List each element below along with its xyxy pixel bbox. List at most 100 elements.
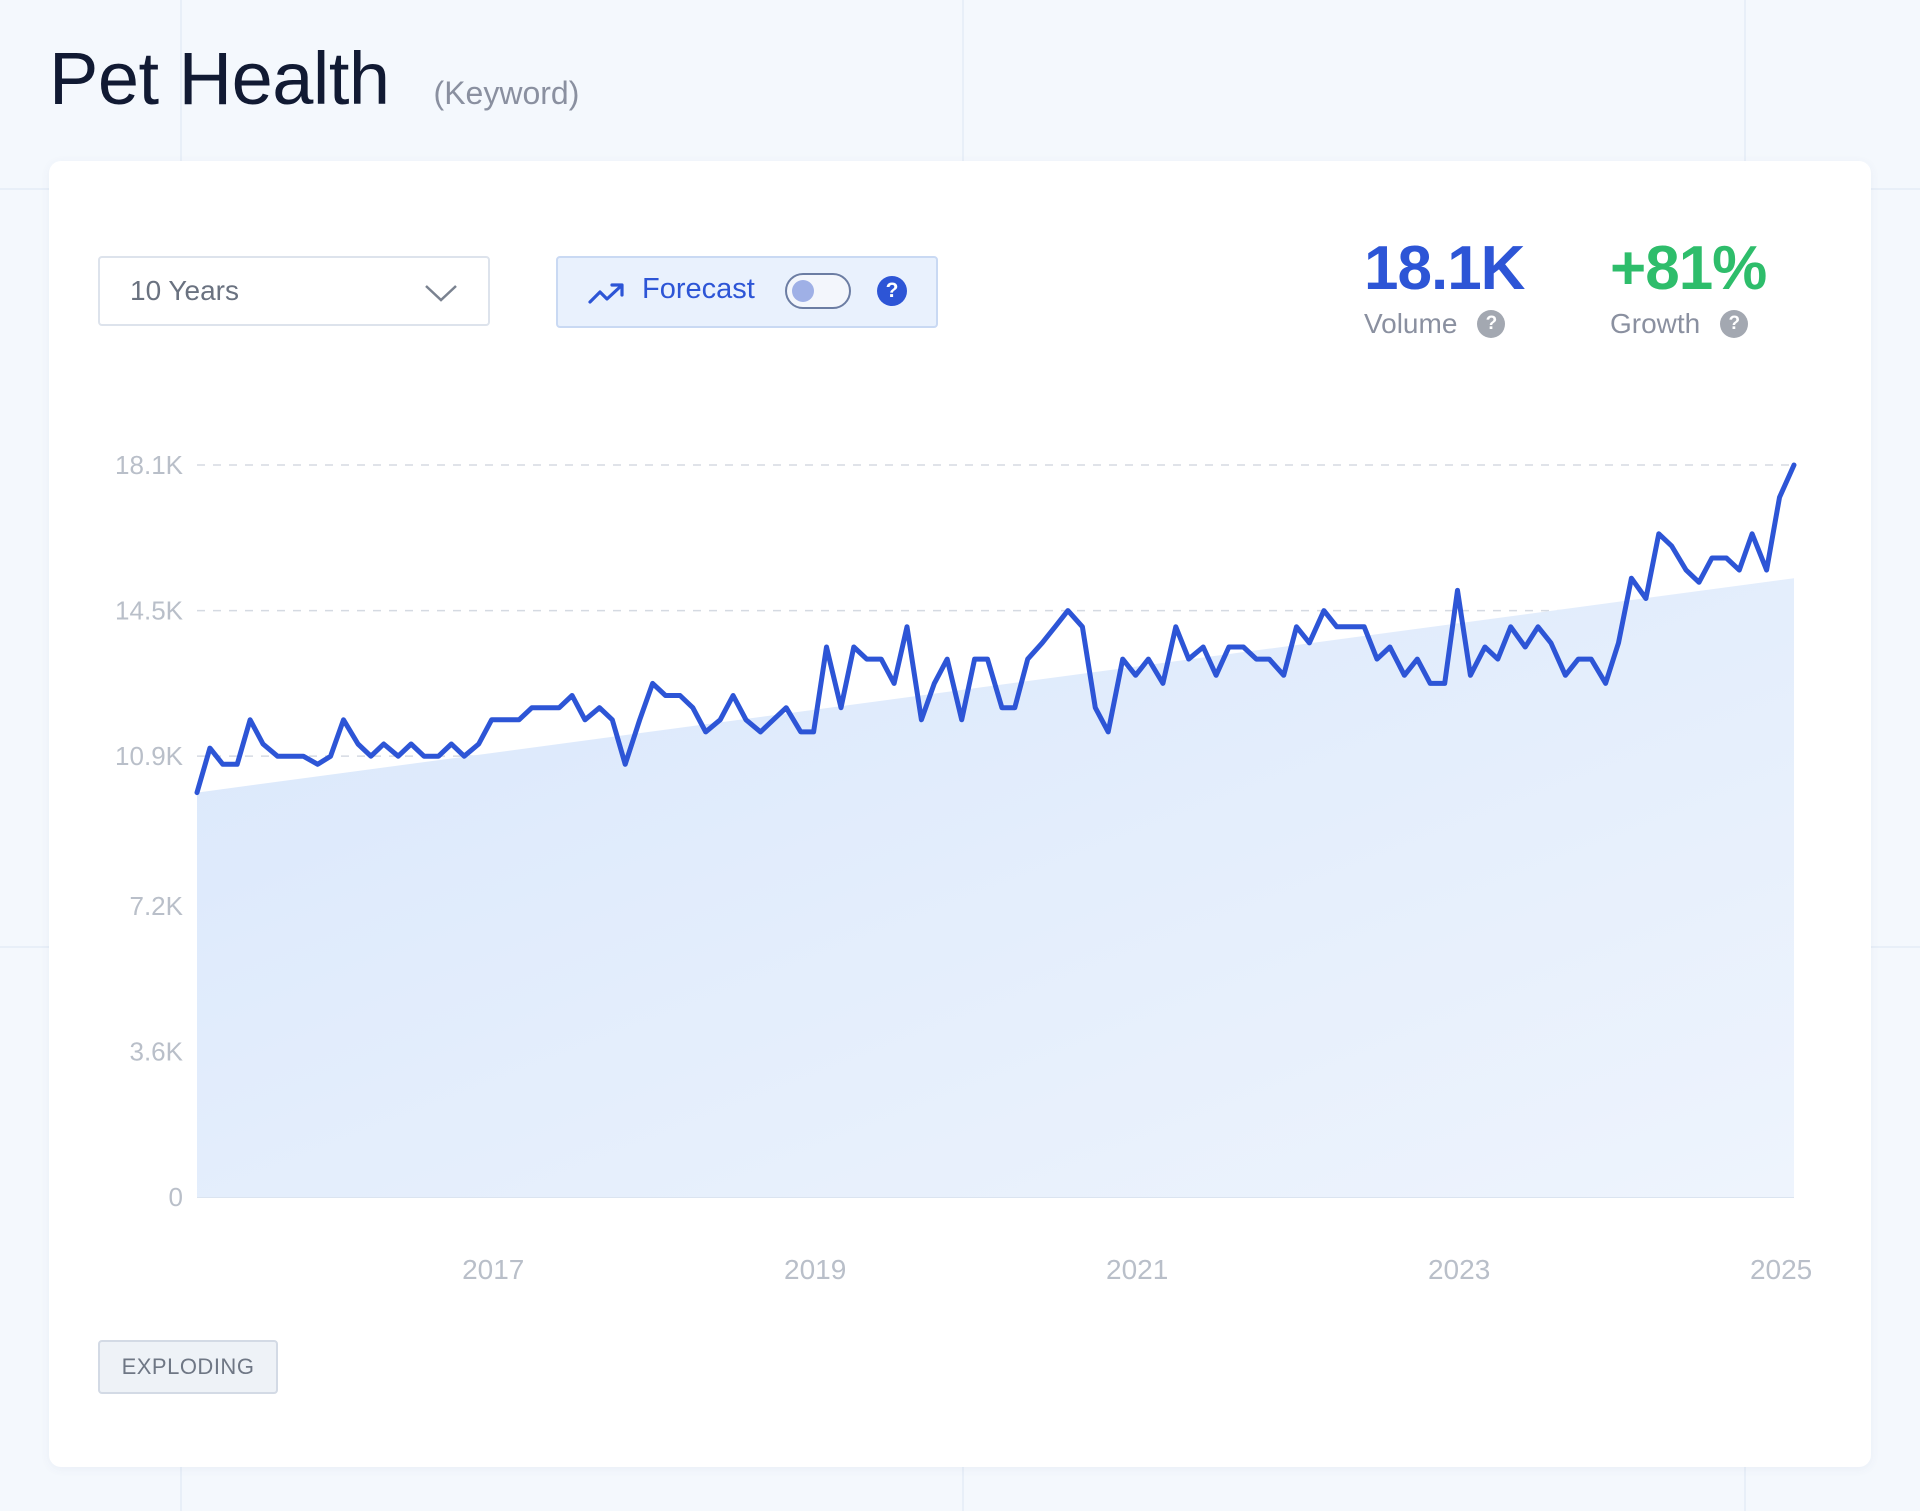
data-point xyxy=(1066,609,1070,613)
data-point xyxy=(825,645,829,649)
data-point xyxy=(731,694,735,698)
data-point xyxy=(1724,556,1728,560)
data-point xyxy=(1362,625,1366,629)
data-point xyxy=(1227,645,1231,649)
data-point xyxy=(1670,544,1674,548)
data-point xyxy=(316,762,320,766)
trend-area xyxy=(197,578,1794,1197)
data-point xyxy=(530,706,534,710)
x-tick-label: 2017 xyxy=(462,1254,524,1285)
data-point xyxy=(865,657,869,661)
forecast-control[interactable] xyxy=(556,256,938,328)
data-point xyxy=(1697,580,1701,584)
data-point xyxy=(557,706,561,710)
data-point xyxy=(1415,657,1419,661)
data-point xyxy=(477,742,481,746)
data-point xyxy=(1509,625,1513,629)
forecast-toggle[interactable] xyxy=(785,273,851,309)
data-point xyxy=(1214,673,1218,677)
y-tick-label: 0 xyxy=(169,1182,183,1212)
data-point xyxy=(1604,681,1608,685)
data-point xyxy=(678,694,682,698)
data-point xyxy=(799,730,803,734)
data-point xyxy=(1737,568,1741,572)
page-title: Pet Health xyxy=(49,37,390,120)
data-point xyxy=(1684,568,1688,572)
data-point xyxy=(1563,673,1567,677)
page-header: Pet Health (Keyword) xyxy=(49,36,579,126)
data-point xyxy=(1254,657,1258,661)
data-point xyxy=(449,742,453,746)
data-point xyxy=(195,791,199,795)
data-point xyxy=(276,754,280,758)
chevron-down-icon xyxy=(425,285,457,302)
data-point xyxy=(784,706,788,710)
page-subtitle: (Keyword) xyxy=(433,75,580,111)
y-tick-label: 3.6K xyxy=(130,1036,184,1066)
volume-stat: 18.1K Volume ? xyxy=(1364,233,1525,340)
data-point xyxy=(839,706,843,710)
data-point xyxy=(1106,730,1110,734)
volume-line xyxy=(194,462,1797,796)
status-badge: EXPLODING xyxy=(98,1340,278,1394)
x-tick-label: 2021 xyxy=(1106,1254,1168,1285)
data-point xyxy=(1026,657,1030,661)
data-point xyxy=(437,754,441,758)
data-point xyxy=(1576,657,1580,661)
data-point xyxy=(623,762,627,766)
growth-stat: +81% Growth ? xyxy=(1610,233,1767,340)
y-tick-label: 18.1K xyxy=(115,450,184,480)
data-point xyxy=(1174,625,1178,629)
data-point xyxy=(1523,645,1527,649)
data-point xyxy=(905,625,909,629)
data-point xyxy=(1456,588,1460,592)
data-point xyxy=(1053,625,1057,629)
data-point xyxy=(356,742,360,746)
data-point xyxy=(543,706,547,710)
volume-help-icon[interactable]: ? xyxy=(1477,310,1506,338)
data-point xyxy=(221,762,225,766)
volume-label: Volume xyxy=(1364,308,1458,339)
data-point xyxy=(1307,641,1311,645)
x-tick-label: 2025 xyxy=(1750,1254,1812,1285)
toggle-knob xyxy=(792,280,814,302)
data-point xyxy=(852,645,856,649)
time-range-value: 10 Years xyxy=(130,275,239,306)
data-point xyxy=(382,742,386,746)
data-point xyxy=(1402,673,1406,677)
trend-card: 10 Years Forecast ? 18.1K Volume ? +81% … xyxy=(49,161,1871,1467)
data-point xyxy=(1468,673,1472,677)
data-point xyxy=(960,718,964,722)
data-point xyxy=(1778,495,1782,499)
y-tick-label: 10.9K xyxy=(115,741,184,771)
data-point xyxy=(369,754,373,758)
data-point xyxy=(1241,645,1245,649)
data-point xyxy=(691,706,695,710)
data-point xyxy=(651,681,655,685)
data-point xyxy=(1013,706,1017,710)
data-point xyxy=(490,718,494,722)
data-point xyxy=(759,730,763,734)
data-point xyxy=(1187,657,1191,661)
data-point xyxy=(1348,625,1352,629)
data-point xyxy=(1496,657,1500,661)
data-point xyxy=(1629,576,1633,580)
forecast-label: Forecast xyxy=(642,273,755,305)
search-volume-chart: 0 3.6K 7.2K 10.9K 14.5K 18.1K 2017 2019 2021 202… xyxy=(115,450,1812,1285)
x-tick-label: 2019 xyxy=(784,1254,846,1285)
data-point xyxy=(1161,681,1165,685)
data-point xyxy=(517,718,521,722)
data-point xyxy=(329,754,333,758)
growth-label: Growth xyxy=(1610,308,1701,339)
forecast-help-icon[interactable]: ? xyxy=(877,276,907,306)
data-point xyxy=(704,730,708,734)
data-point xyxy=(1000,706,1004,710)
time-range-dropdown[interactable]: 10 Years xyxy=(98,256,490,326)
data-point xyxy=(301,754,305,758)
data-point xyxy=(812,730,816,734)
data-point xyxy=(892,681,896,685)
data-point xyxy=(570,694,574,698)
data-point xyxy=(1765,568,1769,572)
growth-help-icon[interactable]: ? xyxy=(1720,310,1749,338)
data-point xyxy=(771,718,775,722)
